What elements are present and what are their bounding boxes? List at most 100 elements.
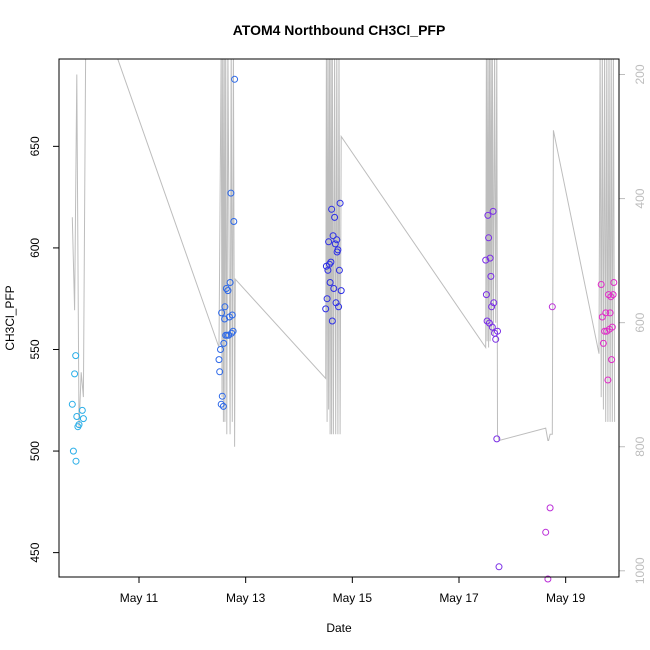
y-tick-label: 500 [28, 441, 42, 461]
data-point [230, 218, 238, 225]
data-point [605, 291, 613, 299]
data-point [546, 504, 554, 512]
data-point [68, 400, 76, 408]
data-point [604, 376, 612, 384]
data-point [335, 303, 343, 311]
chart-title: ATOM4 Northbound CH3Cl_PFP [233, 22, 446, 38]
data-point [227, 189, 235, 197]
data-point [231, 75, 239, 83]
data-point [335, 266, 343, 274]
altitude-line [71, 59, 616, 447]
data-point [218, 309, 226, 317]
data-point [329, 232, 337, 240]
data-point [219, 402, 227, 410]
data-point [609, 291, 617, 299]
altitude-layer [71, 59, 616, 447]
data-point [607, 293, 615, 301]
data-point [226, 279, 234, 286]
data-point [228, 311, 236, 319]
data-point [606, 309, 614, 317]
y-tick-label: 650 [28, 136, 42, 156]
data-point [215, 356, 223, 364]
data-point [73, 413, 81, 420]
data-point [331, 240, 339, 248]
data-point [608, 356, 616, 364]
data-point [488, 303, 496, 311]
x-axis-label: Date [326, 621, 352, 635]
data-point [482, 291, 490, 299]
data-point [217, 400, 225, 408]
data-point [488, 323, 496, 331]
x-tick-label: May 19 [546, 591, 586, 605]
data-point [331, 213, 339, 221]
data-point [72, 457, 80, 465]
data-point [483, 317, 491, 325]
data-point [330, 285, 338, 292]
data-point [492, 335, 500, 343]
data-point [495, 563, 503, 571]
data-point [597, 281, 605, 288]
data-point [323, 295, 331, 303]
plot-frame [58, 58, 620, 578]
data-point [217, 346, 224, 353]
data-point [598, 313, 606, 321]
data-point [494, 327, 501, 335]
data-point [489, 207, 497, 215]
axes-layer: May 11 May 13 May 15 May 17 May 19 450 500 550 6… [28, 64, 647, 605]
data-point [493, 435, 501, 443]
data-point [485, 234, 493, 242]
y2-tick-label: 800 [633, 436, 647, 456]
data-point [334, 246, 342, 254]
data-point [327, 258, 335, 266]
data-point [216, 368, 224, 376]
data-point [484, 211, 492, 219]
y2-tick-label: 600 [633, 312, 647, 332]
data-point [75, 421, 83, 429]
data-point [602, 309, 610, 317]
data-point [482, 256, 490, 264]
data-point [542, 528, 550, 536]
data-point [72, 352, 80, 360]
data-point [222, 285, 230, 292]
y-tick-label: 450 [28, 542, 42, 562]
data-point [325, 238, 333, 246]
data-point [220, 339, 228, 347]
data-point [322, 305, 330, 313]
data-point [548, 303, 556, 311]
y2-tick-label: 1000 [633, 557, 647, 584]
x-tick-label: May 15 [333, 591, 373, 605]
data-point [333, 236, 341, 244]
data-point [79, 415, 87, 423]
points-layer [68, 75, 618, 583]
data-point [325, 260, 333, 268]
y2-tick-label: 400 [633, 188, 647, 208]
data-point [337, 287, 345, 295]
data-point [71, 370, 79, 378]
y2-tick-label: 200 [633, 64, 647, 84]
data-point [228, 329, 236, 337]
data-point [69, 447, 77, 455]
x-tick-label: May 13 [226, 591, 266, 605]
data-point [78, 406, 86, 414]
data-point [218, 392, 226, 400]
x-tick-label: May 17 [439, 591, 479, 605]
data-point [328, 317, 336, 325]
data-point [486, 254, 494, 262]
data-point [608, 323, 616, 331]
data-point [599, 339, 607, 347]
data-point [610, 279, 618, 286]
data-point [224, 287, 232, 295]
y-tick-label: 600 [28, 238, 42, 258]
data-point [490, 299, 498, 307]
data-point [328, 205, 336, 213]
x-tick-label: May 11 [120, 591, 159, 605]
data-point [336, 199, 344, 207]
data-point [221, 303, 229, 311]
data-point [544, 575, 552, 583]
data-point [229, 327, 237, 335]
data-point [326, 279, 334, 286]
y-axis-label: CH3Cl_PFP [3, 285, 17, 350]
y-tick-label: 550 [28, 339, 42, 359]
data-point [487, 272, 495, 280]
